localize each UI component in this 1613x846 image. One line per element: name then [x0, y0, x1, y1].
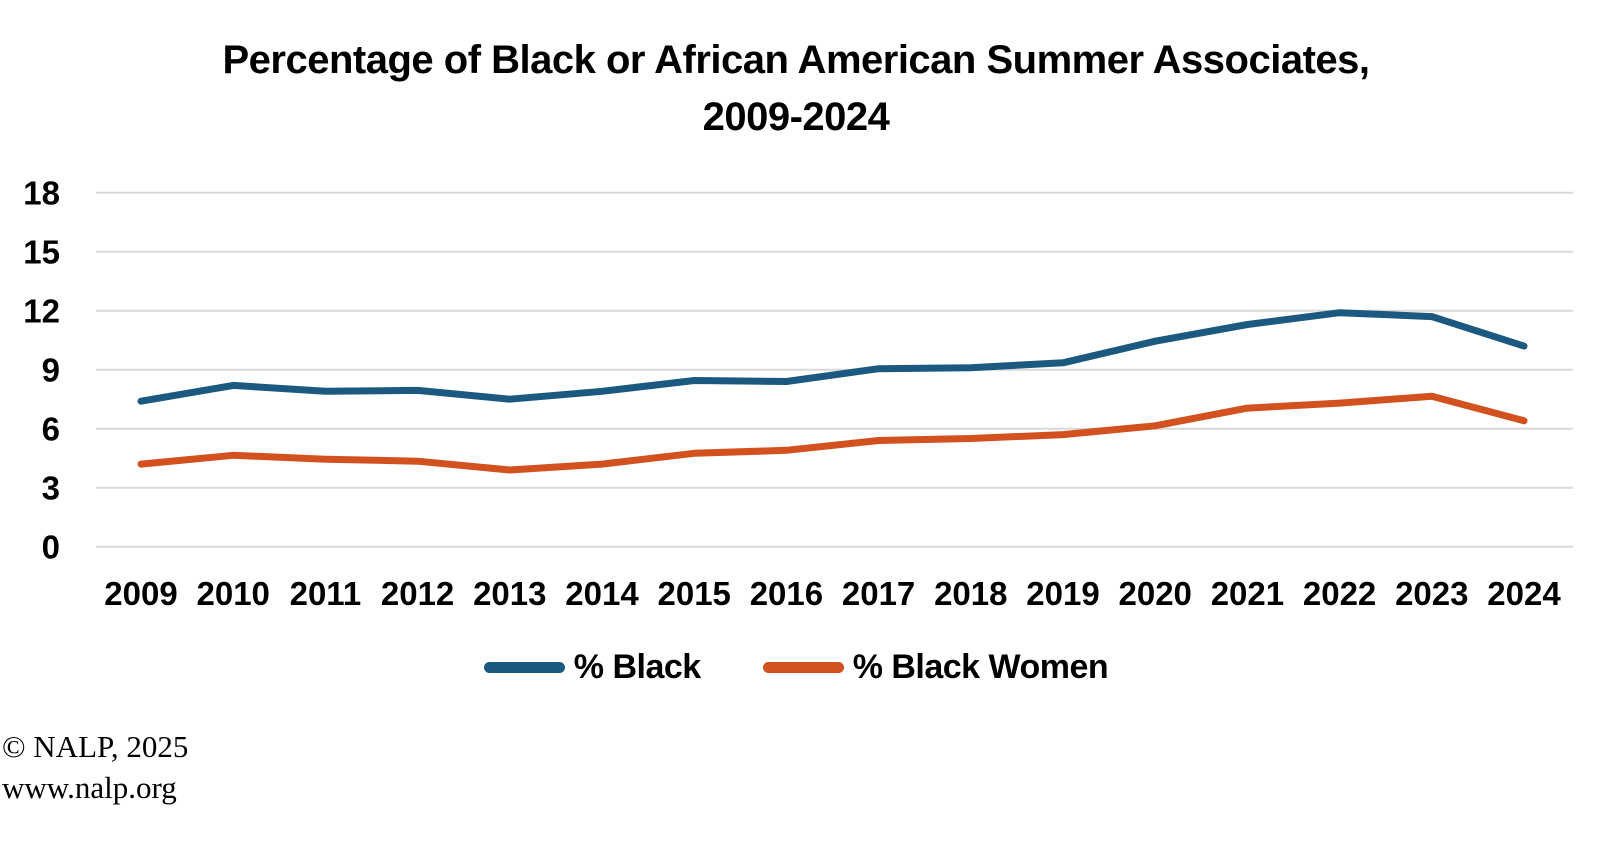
y-tick-label-3: 3: [42, 470, 60, 507]
legend-label-black-women: % Black Women: [852, 648, 1109, 686]
x-tick-label-2013: 2013: [473, 575, 546, 612]
legend-item-black: % Black: [483, 648, 701, 687]
y-tick-label-18: 18: [23, 175, 60, 212]
x-tick-label-2014: 2014: [565, 575, 639, 612]
website-text: www.nalp.org: [2, 770, 177, 805]
x-tick-label-2019: 2019: [1026, 575, 1099, 612]
y-tick-label-0: 0: [42, 529, 60, 566]
x-tick-label-2023: 2023: [1395, 575, 1468, 612]
chart-title-line-2: 2009-2024: [702, 95, 890, 139]
x-tick-label-2017: 2017: [842, 575, 915, 612]
legend-swatch-black: [483, 662, 565, 673]
legend-label-black: % Black: [573, 648, 701, 686]
series-line--black-women: [137, 392, 1528, 474]
chart-legend: % Black % Black Women: [0, 648, 1592, 687]
x-tick-label-2016: 2016: [750, 575, 823, 612]
copyright-text: © NALP, 2025: [2, 729, 189, 764]
footer: © NALP, 2025 www.nalp.org: [2, 726, 188, 808]
x-tick-label-2011: 2011: [290, 575, 362, 612]
x-tick-label-2009: 2009: [104, 575, 177, 612]
y-tick-label-12: 12: [23, 293, 60, 330]
y-tick-label-15: 15: [23, 234, 60, 271]
legend-item-black-women: % Black Women: [762, 648, 1109, 687]
y-tick-label-6: 6: [42, 411, 60, 448]
x-tick-label-2022: 2022: [1303, 575, 1376, 612]
x-tick-label-2010: 2010: [196, 575, 269, 612]
x-tick-label-2020: 2020: [1118, 575, 1191, 612]
series-line--black: [137, 309, 1528, 405]
chart-title: Percentage of Black or African American …: [0, 32, 1592, 146]
x-tick-label-2021: 2021: [1211, 575, 1284, 612]
y-tick-label-9: 9: [42, 352, 60, 389]
legend-swatch-black-women: [762, 662, 844, 673]
x-tick-label-2024: 2024: [1487, 575, 1561, 612]
x-tick-label-2018: 2018: [934, 575, 1007, 612]
x-tick-label-2015: 2015: [657, 575, 730, 612]
x-tick-label-2012: 2012: [381, 575, 454, 612]
chart-title-line-1: Percentage of Black or African American …: [222, 38, 1370, 82]
